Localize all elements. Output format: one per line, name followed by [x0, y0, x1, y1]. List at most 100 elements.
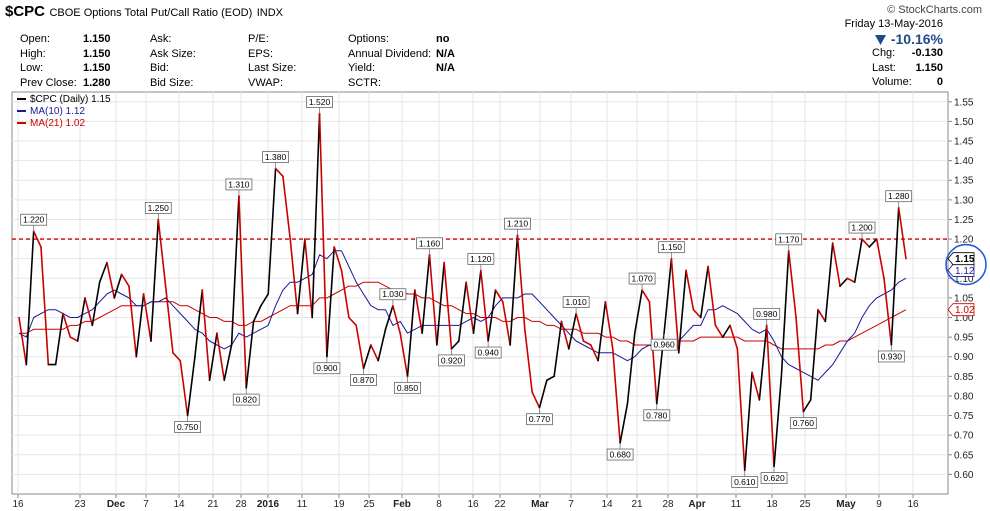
price-segment [480, 269, 489, 342]
price-segment [421, 253, 431, 335]
price-segment [84, 297, 94, 327]
price-annotation: 0.820 [232, 388, 260, 406]
price-last-flag [947, 252, 975, 266]
annotation-box [379, 288, 407, 301]
price-segment [399, 332, 409, 378]
price-segment [714, 324, 724, 338]
x-tick-label: 19 [333, 499, 345, 510]
x-tick-label: 2016 [257, 499, 280, 510]
y-tick-label: 0.85 [954, 372, 974, 383]
annotation-label: 1.250 [148, 203, 170, 213]
y-tick-label: 0.60 [954, 470, 974, 481]
quote-value: 1.150 [83, 62, 111, 74]
quote-label: Prev Close: [20, 76, 77, 89]
price-segment [641, 289, 651, 303]
quote-label: Options: [348, 33, 389, 45]
price-segment [318, 112, 328, 358]
price-segment [611, 348, 621, 444]
price-segment [502, 301, 511, 346]
price-segment [18, 316, 28, 366]
price-segment [883, 277, 893, 346]
price-segment [699, 265, 709, 319]
annotation-label: 0.750 [177, 422, 199, 432]
annotation-label: 1.380 [265, 152, 287, 162]
annotation-box [562, 296, 590, 308]
ma10-last-flag [947, 264, 975, 277]
annotation-label: 0.680 [609, 450, 631, 460]
quote-label: Ask: [150, 33, 172, 45]
y-tick-label: 1.50 [954, 117, 974, 128]
x-tick-label: Apr [688, 499, 705, 510]
price-segment [157, 218, 167, 287]
price-segment [230, 195, 240, 346]
annotation-label: 0.610 [734, 477, 756, 487]
price-segment [553, 320, 563, 378]
y-tick-label: 1.35 [954, 176, 974, 187]
y-tick-label: 1.40 [954, 156, 974, 167]
price-segment [575, 312, 585, 342]
price-segment [274, 167, 284, 178]
ma10-last-value: 1.12 [955, 266, 975, 277]
quote-label: Annual Dividend: [348, 47, 432, 60]
price-annotation: 0.620 [760, 466, 788, 484]
price-segment [560, 320, 570, 350]
annotation-box [877, 350, 905, 363]
x-tick-label: 7 [568, 499, 574, 510]
annotation-box [394, 381, 421, 394]
price-annotation: 1.010 [562, 296, 590, 314]
price-segment [304, 238, 314, 319]
price-segment [692, 308, 702, 319]
annotation-box [658, 241, 685, 254]
price-segment [663, 257, 673, 335]
price-annotation: 0.850 [394, 376, 421, 394]
quote-value: N/A [436, 62, 455, 74]
quote-label: EPS: [248, 47, 274, 60]
x-tick-label: 28 [662, 499, 674, 510]
annotation-box [232, 393, 260, 406]
price-segment [890, 206, 900, 346]
price-annotation: 1.120 [467, 253, 495, 271]
price-segment [135, 293, 145, 358]
annotation-label: 1.010 [565, 297, 587, 307]
price-segment [311, 112, 321, 319]
price-segment [172, 352, 182, 362]
price-segment [853, 238, 863, 284]
price-segment [458, 281, 467, 342]
price-segment [633, 289, 643, 335]
legend-entry: $CPC (Daily) 1.15 [30, 94, 111, 105]
triangle-down-icon [875, 35, 887, 45]
security-name: CBOE Options Total Put/Call Ratio (EOD) [49, 7, 253, 19]
quote-date: Friday 13-May-2016 [844, 18, 943, 30]
price-segment [765, 324, 775, 468]
price-annotation: 1.200 [848, 221, 876, 240]
quote-label: Ask Size: [150, 47, 196, 60]
annotation-label: 0.930 [881, 351, 903, 361]
price-annotation: 1.520 [306, 96, 333, 114]
legend-entry: MA(10) 1.12 [30, 106, 85, 117]
quote-label: Last: [872, 61, 896, 74]
x-tick-label: 18 [766, 499, 778, 510]
price-segment [370, 344, 379, 362]
quote-value: 1.280 [83, 76, 111, 89]
annotation-box [643, 409, 671, 422]
quote-label: Volume: [872, 76, 912, 88]
price-segment [436, 261, 445, 346]
annotation-box [504, 217, 531, 230]
price-annotation: 1.160 [416, 237, 443, 255]
price-segment [751, 371, 761, 401]
price-annotation: 0.940 [474, 341, 502, 359]
annotation-label: 1.280 [888, 191, 910, 201]
x-tick-label: 7 [143, 499, 149, 510]
price-segment [362, 344, 372, 370]
stockcharts-logo[interactable]: © StockCharts.com [887, 4, 982, 16]
annotation-box [760, 472, 788, 484]
annotation-box [225, 178, 253, 191]
price-segment [450, 340, 460, 350]
price-segment [414, 289, 423, 335]
price-segment [773, 375, 783, 468]
x-tick-label: Mar [531, 499, 549, 510]
price-segment [32, 230, 42, 248]
quote-value: 1.150 [83, 47, 111, 60]
price-segment [355, 324, 365, 370]
price-segment [289, 238, 299, 315]
